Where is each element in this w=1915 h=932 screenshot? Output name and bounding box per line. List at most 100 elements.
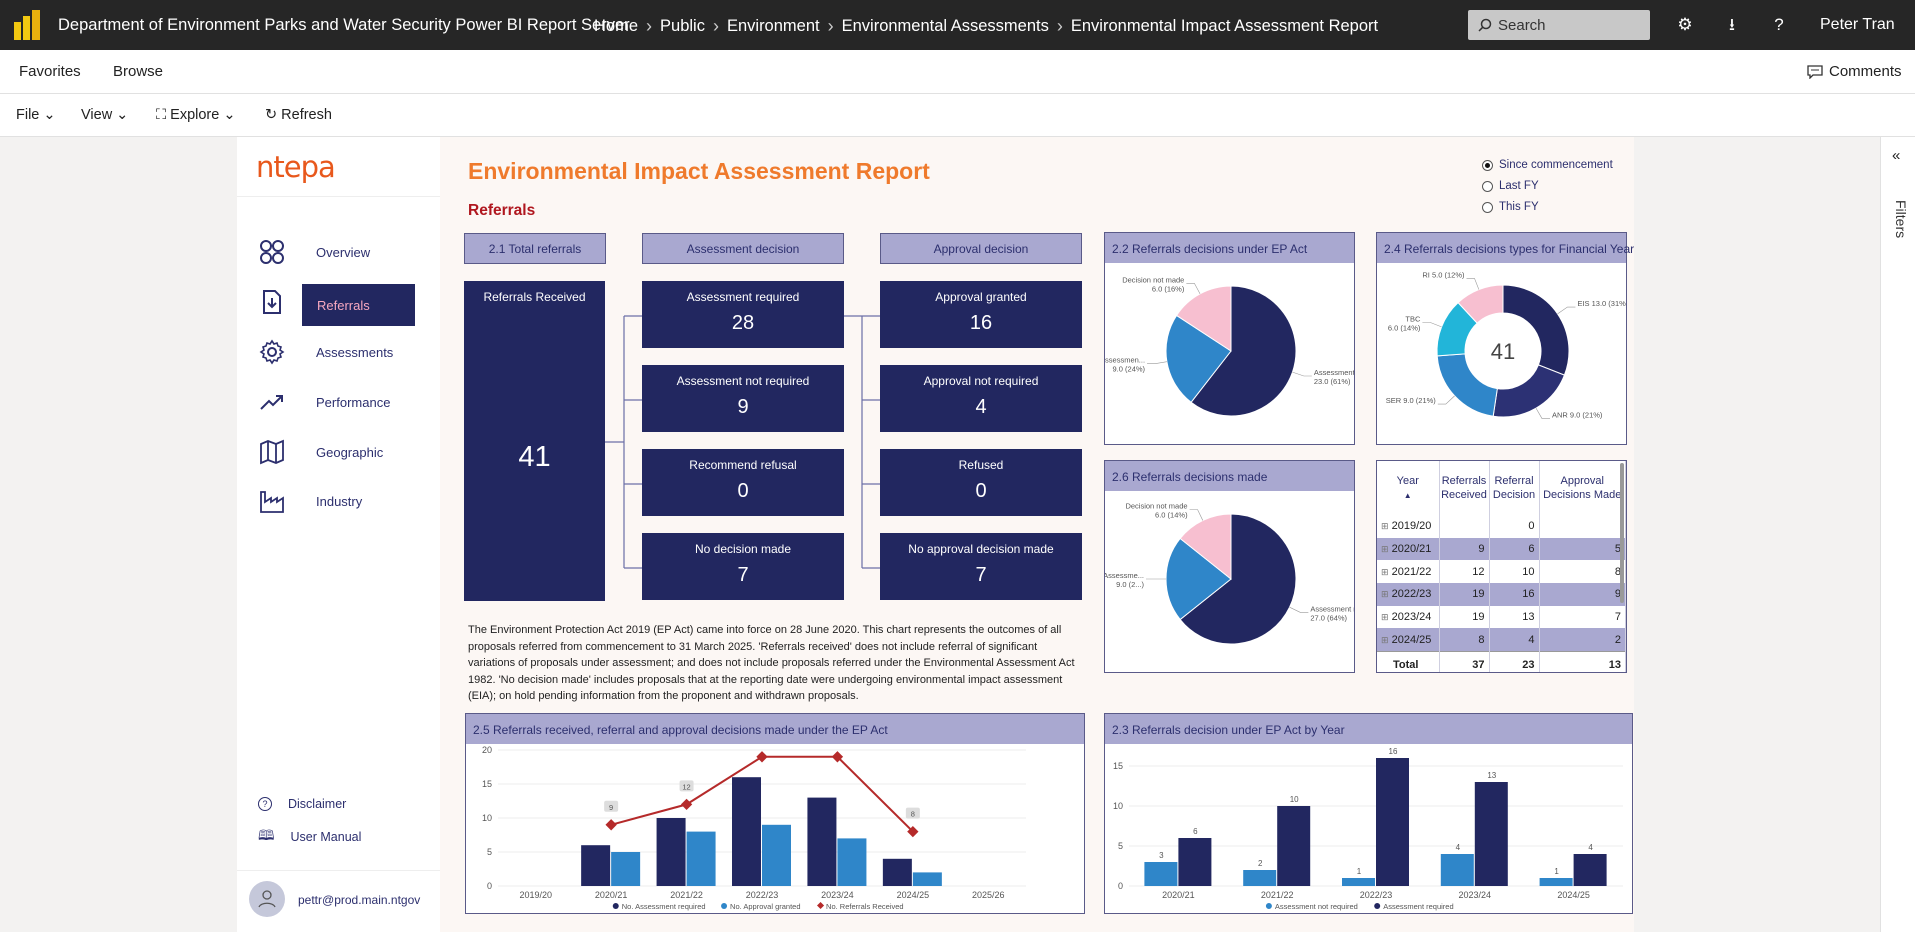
pie-slice[interactable] — [1179, 513, 1232, 581]
pie-slice[interactable] — [1165, 314, 1232, 403]
powerbi-logo-icon[interactable] — [14, 10, 40, 40]
bar[interactable] — [1144, 862, 1178, 886]
legend-label[interactable]: No. Approval granted — [730, 902, 800, 911]
bar[interactable] — [1178, 838, 1212, 886]
sidebar-item-assessments[interactable]: Assessments — [259, 339, 393, 365]
pie-slice[interactable] — [1179, 513, 1297, 645]
expand-icon[interactable]: ⊞ — [1381, 544, 1389, 555]
bar[interactable] — [1342, 878, 1375, 886]
line-marker[interactable] — [756, 751, 768, 763]
line-marker[interactable] — [605, 819, 617, 831]
pie-slice[interactable] — [1175, 285, 1232, 352]
chart-panel-2-2[interactable]: 2.2 Referrals decisions under EP Act Ass… — [1104, 232, 1355, 445]
view-menu[interactable]: View ⌄ — [81, 107, 128, 123]
bar[interactable] — [762, 824, 791, 886]
no-approval-decision-card[interactable]: No approval decision made 7 — [880, 533, 1082, 600]
filters-label[interactable]: Filters — [1893, 200, 1909, 239]
comments-button[interactable]: Comments — [1807, 63, 1902, 80]
table-row[interactable]: ⊞ 2021/22 12 10 8 — [1377, 560, 1626, 584]
bar[interactable] — [837, 838, 867, 886]
bar[interactable] — [1277, 806, 1311, 886]
assessment-not-required-card[interactable]: Assessment not required 9 — [642, 365, 844, 432]
breadcrumb-environment[interactable]: Environment — [726, 17, 820, 35]
pie-slice[interactable] — [1436, 353, 1498, 417]
settings-gear-icon[interactable]: ⚙ — [1677, 15, 1693, 34]
legend-label[interactable]: Assessment not required — [1275, 902, 1358, 911]
radio-since-commencement[interactable]: Since commencement — [1482, 159, 1613, 171]
bar[interactable] — [686, 831, 716, 886]
sidebar-item-referrals-icon-wrap[interactable] — [259, 289, 285, 315]
bar[interactable] — [581, 845, 611, 886]
browse-tab[interactable]: Browse — [113, 63, 164, 80]
radio-this-fy[interactable]: This FY — [1482, 201, 1539, 213]
app-title[interactable]: Department of Environment Parks and Wate… — [58, 16, 630, 34]
pie-slice[interactable] — [1492, 364, 1566, 418]
pie-slice[interactable] — [1190, 285, 1297, 417]
sidebar-item-industry[interactable]: Industry — [259, 488, 362, 514]
explore-menu[interactable]: ⛶ Explore ⌄ — [156, 107, 235, 123]
refresh-button[interactable]: ↻ Refresh — [265, 107, 332, 123]
refused-card[interactable]: Refused 0 — [880, 449, 1082, 516]
chart-panel-2-5[interactable]: 2.5 Referrals received, referral and app… — [465, 713, 1085, 914]
column-header[interactable]: Referrals Received — [1439, 461, 1490, 515]
column-header[interactable]: Year ▲ — [1377, 461, 1440, 515]
bar[interactable] — [1573, 854, 1607, 886]
filters-pane-collapsed[interactable]: « — [1880, 137, 1915, 932]
table-row[interactable]: ⊞ 2024/25 8 4 2 — [1377, 628, 1626, 652]
disclaimer-link[interactable]: ? Disclaimer — [258, 797, 346, 811]
line-marker[interactable] — [680, 798, 693, 811]
radio-last-fy[interactable]: Last FY — [1482, 180, 1539, 192]
expand-icon[interactable]: ⊞ — [1381, 566, 1389, 577]
assessment-required-card[interactable]: Assessment required 28 — [642, 281, 844, 348]
legend-label[interactable]: No. Assessment required — [622, 902, 706, 911]
bar[interactable] — [1376, 758, 1409, 886]
sidebar-item-overview[interactable]: Overview — [259, 239, 370, 265]
line-marker[interactable] — [831, 751, 844, 763]
breadcrumb-public[interactable]: Public — [660, 17, 705, 35]
referrals-received-card[interactable]: Referrals Received 41 — [464, 281, 605, 601]
bar[interactable] — [882, 858, 912, 886]
approval-granted-card[interactable]: Approval granted 16 — [880, 281, 1082, 348]
year-table-panel[interactable]: Year ▲ Referrals Received Referral Decisi… — [1376, 460, 1627, 673]
table-row[interactable]: ⊞ 2023/24 19 13 7 — [1377, 605, 1626, 629]
chart-panel-2-4[interactable]: 2.4 Referrals decisions types for Financ… — [1376, 232, 1634, 445]
approval-not-required-card[interactable]: Approval not required 4 — [880, 365, 1082, 432]
recommend-refusal-card[interactable]: Recommend refusal 0 — [642, 449, 844, 516]
line-marker[interactable] — [907, 825, 919, 838]
bar[interactable] — [807, 797, 837, 886]
table-scrollbar[interactable] — [1620, 463, 1624, 603]
legend-label[interactable]: No. Referrals Received — [826, 902, 904, 911]
breadcrumb-environmental-assessments[interactable]: Environmental Assessments — [841, 17, 1049, 35]
bar[interactable] — [1243, 870, 1277, 886]
expand-pane-icon[interactable]: « — [1892, 147, 1901, 164]
bar[interactable] — [656, 818, 686, 886]
bar[interactable] — [1539, 878, 1573, 886]
bar[interactable] — [732, 777, 761, 886]
column-header[interactable]: Referral Decision — [1489, 461, 1540, 515]
bar[interactable] — [1440, 854, 1474, 886]
bar[interactable] — [1474, 782, 1508, 886]
chart-panel-2-3[interactable]: 2.3 Referrals decision under EP Act by Y… — [1104, 713, 1633, 914]
bar[interactable] — [912, 872, 942, 886]
no-decision-made-card[interactable]: No decision made 7 — [642, 533, 844, 600]
series-line[interactable] — [610, 755, 914, 833]
download-icon[interactable]: ⭳ — [1729, 15, 1735, 34]
legend-label[interactable]: Assessment required — [1383, 902, 1453, 911]
expand-icon[interactable]: ⊞ — [1381, 634, 1389, 645]
search-input[interactable]: Search — [1468, 10, 1650, 40]
expand-icon[interactable]: ⊞ — [1381, 589, 1389, 600]
column-header[interactable]: Approval Decisions Made — [1539, 461, 1626, 515]
table-row[interactable]: ⊞ 2020/21 9 6 5 — [1377, 537, 1626, 561]
user-manual-link[interactable]: 🕮 User Manual — [258, 825, 361, 849]
file-menu[interactable]: File ⌄ — [16, 107, 56, 123]
sidebar-item-performance[interactable]: Performance — [259, 389, 390, 415]
favorites-tab[interactable]: Favorites — [19, 63, 81, 80]
bar[interactable] — [611, 852, 641, 886]
table-row[interactable]: ⊞ 2022/23 19 16 9 — [1377, 583, 1626, 606]
sidebar-item-geographic[interactable]: Geographic — [259, 439, 383, 465]
pie-slice[interactable] — [1457, 284, 1504, 324]
help-icon[interactable]: ? — [1774, 15, 1784, 34]
user-name[interactable]: Peter Tran — [1820, 16, 1895, 33]
table-row[interactable]: ⊞ 2019/20 0 — [1377, 515, 1626, 538]
expand-icon[interactable]: ⊞ — [1381, 612, 1389, 623]
